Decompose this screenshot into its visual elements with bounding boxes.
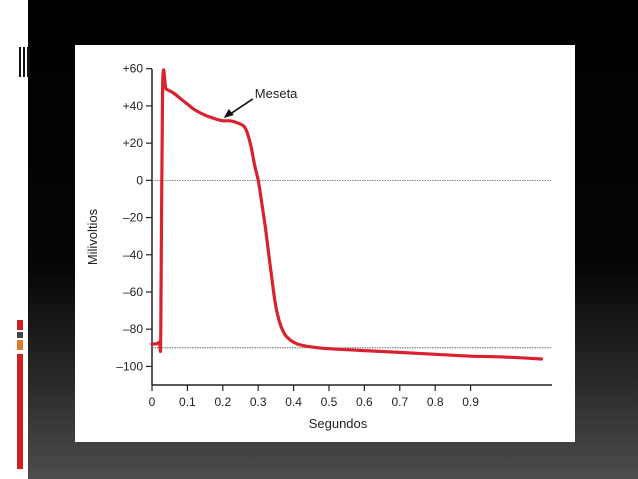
series (150, 68, 543, 361)
decor-bars-top (19, 47, 33, 77)
y-tick-label: –100 (116, 359, 143, 373)
decor-accent-long (17, 354, 23, 469)
decor-accent-small (17, 320, 23, 330)
x-tick-label: 0.7 (391, 395, 408, 409)
x-tick-label: 0.1 (179, 395, 196, 409)
slide-left-bar (0, 0, 28, 479)
y-tick-label: 0 (136, 173, 143, 187)
x-tick-label: 0.5 (321, 395, 338, 409)
axes (151, 69, 552, 386)
x-ticks: 0 0.1 0.2 0.3 0.4 0.5 0.6 0.7 0.8 0.9 (149, 385, 479, 409)
y-tick-label: +20 (123, 136, 144, 150)
y-tick-label: +60 (123, 62, 144, 76)
action-potential-curve-0 (150, 68, 543, 361)
x-tick-label: 0.9 (462, 395, 479, 409)
decor-accent-grey (17, 332, 23, 338)
x-axis-label: Segundos (309, 416, 368, 431)
annotations: Meseta (223, 86, 298, 118)
x-tick-label: 0.8 (427, 395, 444, 409)
decor-accent-orange (17, 340, 23, 350)
annotation-arrow-line (228, 98, 254, 116)
y-tick-label: –20 (123, 211, 143, 225)
x-tick-label: 0.6 (356, 395, 373, 409)
y-tick-label: –80 (123, 322, 143, 336)
chart-panel: 0 0.1 0.2 0.3 0.4 0.5 0.6 0.7 0.8 0.9 +60 +40 +20 0 –… (75, 45, 575, 442)
x-tick-label: 0.4 (285, 395, 302, 409)
x-tick-label: 0 (149, 395, 156, 409)
x-tick-label: 0.2 (214, 395, 231, 409)
y-tick-label: –40 (123, 248, 143, 262)
action-potential-chart: 0 0.1 0.2 0.3 0.4 0.5 0.6 0.7 0.8 0.9 +60 +40 +20 0 –… (85, 62, 552, 431)
y-ticks: +60 +40 +20 0 –20 –40 –60 –80 –100 (116, 62, 152, 373)
y-tick-label: –60 (123, 285, 143, 299)
y-axis-label: Milivoltios (85, 208, 100, 265)
x-tick-label: 0.3 (250, 395, 267, 409)
annotation-label: Meseta (255, 86, 298, 101)
annotation-arrow-head (223, 108, 234, 118)
y-tick-label: +40 (123, 99, 144, 113)
reference-lines (152, 179, 552, 349)
